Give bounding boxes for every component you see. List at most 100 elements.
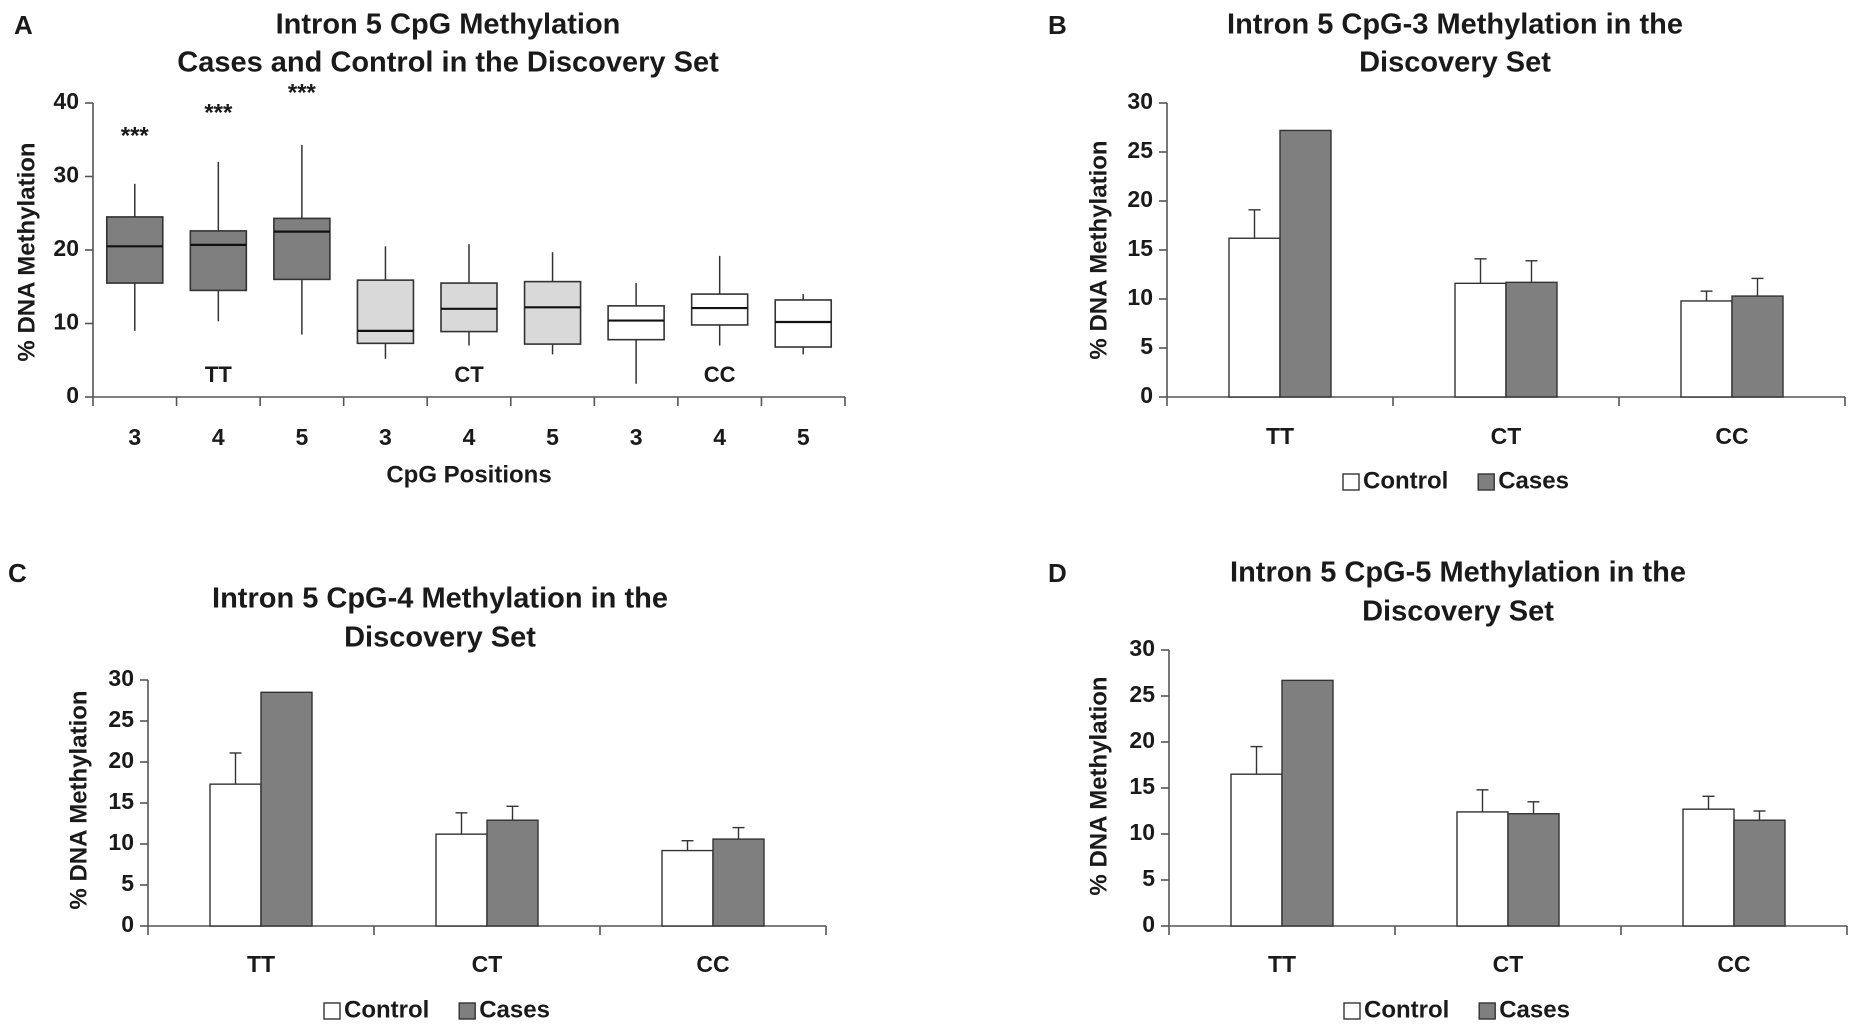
bar-rect (1456, 811, 1509, 927)
box-1 (105, 183, 164, 331)
x-tick-label: CC (1715, 423, 1748, 449)
x-tick-label: CC (1717, 951, 1750, 977)
bar-cases-tt (260, 691, 313, 927)
y-tick-label: 25 (1127, 137, 1153, 163)
bar-rect (486, 819, 539, 927)
box-3 (273, 144, 331, 335)
x-tick-label: 5 (797, 424, 810, 450)
genotype-label-tt: TT (205, 362, 232, 387)
bar-rect (1279, 129, 1332, 398)
bar-rect (435, 833, 488, 927)
bar-rect (1507, 813, 1560, 927)
chart-panel-d: D Intron 5 CpG-5 Methylation in the Discov… (1048, 557, 1848, 1023)
bar-rect (712, 838, 765, 927)
box-iqr (356, 279, 415, 345)
panel-letter-c: C (8, 558, 27, 588)
bar-control-tt (209, 752, 262, 927)
legend-label-control: Control (1363, 467, 1448, 494)
box-6 (523, 252, 582, 355)
box-iqr (440, 282, 498, 333)
box-iqr (273, 217, 331, 281)
bar-rect (260, 691, 313, 927)
bar-rect (1680, 300, 1733, 398)
panel-letter-b: B (1048, 10, 1067, 40)
x-tick-label: TT (1266, 423, 1294, 449)
x-tick-label: 5 (295, 424, 308, 450)
bar-control-ct (435, 812, 488, 927)
bar-cases-tt (1279, 129, 1332, 398)
y-tick-label: 15 (1129, 773, 1155, 799)
y-tick-label: 25 (1129, 681, 1155, 707)
legend-swatch-control (1343, 1002, 1361, 1020)
legend: Control Cases (1343, 996, 1570, 1023)
significance-marker: *** (288, 79, 317, 106)
y-tick-label: 0 (121, 911, 134, 937)
legend-label-cases: Cases (479, 996, 550, 1023)
bar-rect (1505, 281, 1558, 398)
x-tick-label: CC (696, 951, 729, 977)
legend-label-control: Control (344, 996, 429, 1023)
bar-control-ct (1454, 258, 1507, 398)
x-tick-label: 3 (630, 424, 643, 450)
legend: Control Cases (323, 996, 550, 1023)
y-tick-label: 0 (1142, 911, 1155, 937)
x-tick-label: 4 (212, 424, 225, 450)
y-tick-label: 15 (1127, 235, 1153, 261)
chart-title-line-2: Cases and Control in the Discovery Set (177, 47, 719, 79)
genotype-label-ct: CT (454, 362, 484, 387)
box-iqr (607, 305, 665, 341)
bar-cases-cc (1731, 277, 1784, 398)
y-tick-label: 0 (66, 382, 79, 408)
x-tick-label: CT (1491, 423, 1522, 449)
y-tick-label: 20 (53, 235, 79, 261)
chart-panel-a: A Intron 5 CpG Methylation Cases and Contr… (13, 9, 846, 488)
bar-control-cc (661, 840, 714, 927)
bar-rect (1230, 773, 1283, 927)
legend: Control Cases (1342, 467, 1569, 494)
panel-letter-d: D (1048, 558, 1067, 588)
y-tick-label: 10 (1129, 819, 1155, 845)
x-tick-label: 4 (463, 424, 476, 450)
x-axis-label: CpG Positions (386, 461, 551, 488)
significance-marker: *** (121, 122, 150, 149)
x-tick-label: 5 (546, 424, 559, 450)
y-tick-label: 40 (53, 88, 79, 114)
y-tick-label: 5 (1142, 865, 1155, 891)
box-iqr (690, 293, 749, 326)
significance-marker: *** (204, 99, 233, 126)
y-axis-label: % DNA Methylation (1085, 140, 1112, 359)
chart-title-line-1: Intron 5 CpG-5 Methylation in the (1230, 557, 1686, 589)
legend-swatch-cases (1477, 473, 1495, 491)
chart-panel-b: B Intron 5 CpG-3 Methylation in the Discov… (1048, 9, 1846, 494)
y-tick-label: 20 (1129, 727, 1155, 753)
y-tick-label: 30 (53, 162, 79, 188)
y-tick-label: 20 (1127, 186, 1153, 212)
bar-control-cc (1680, 290, 1733, 398)
bar-rect (661, 849, 714, 927)
chart-title-line-1: Intron 5 CpG Methylation (276, 9, 621, 41)
y-axis-label: % DNA Methylation (13, 142, 40, 361)
chart-title-line-1: Intron 5 CpG-4 Methylation in the (212, 583, 668, 615)
bar-cases-tt (1281, 679, 1334, 927)
bar-rect (1733, 819, 1786, 927)
bar-cases-cc (712, 826, 765, 927)
x-tick-label: 3 (128, 424, 141, 450)
bar-rect (1731, 295, 1784, 398)
bar-cases-ct (486, 805, 539, 927)
y-tick-label: 10 (108, 829, 134, 855)
x-tick-label: 3 (379, 424, 392, 450)
y-tick-label: 10 (53, 309, 79, 335)
legend-swatch-cases (458, 1002, 476, 1020)
box-7 (607, 283, 665, 384)
chart-title-line-2: Discovery Set (344, 622, 536, 654)
x-tick-label: TT (247, 951, 275, 977)
genotype-label-cc: CC (704, 362, 736, 387)
bar-control-ct (1456, 789, 1509, 927)
box-5 (440, 244, 498, 346)
box-iqr (189, 230, 248, 292)
y-tick-label: 15 (108, 788, 134, 814)
bar-control-tt (1230, 745, 1283, 927)
bar-rect (1228, 237, 1281, 398)
box-iqr (523, 280, 582, 345)
